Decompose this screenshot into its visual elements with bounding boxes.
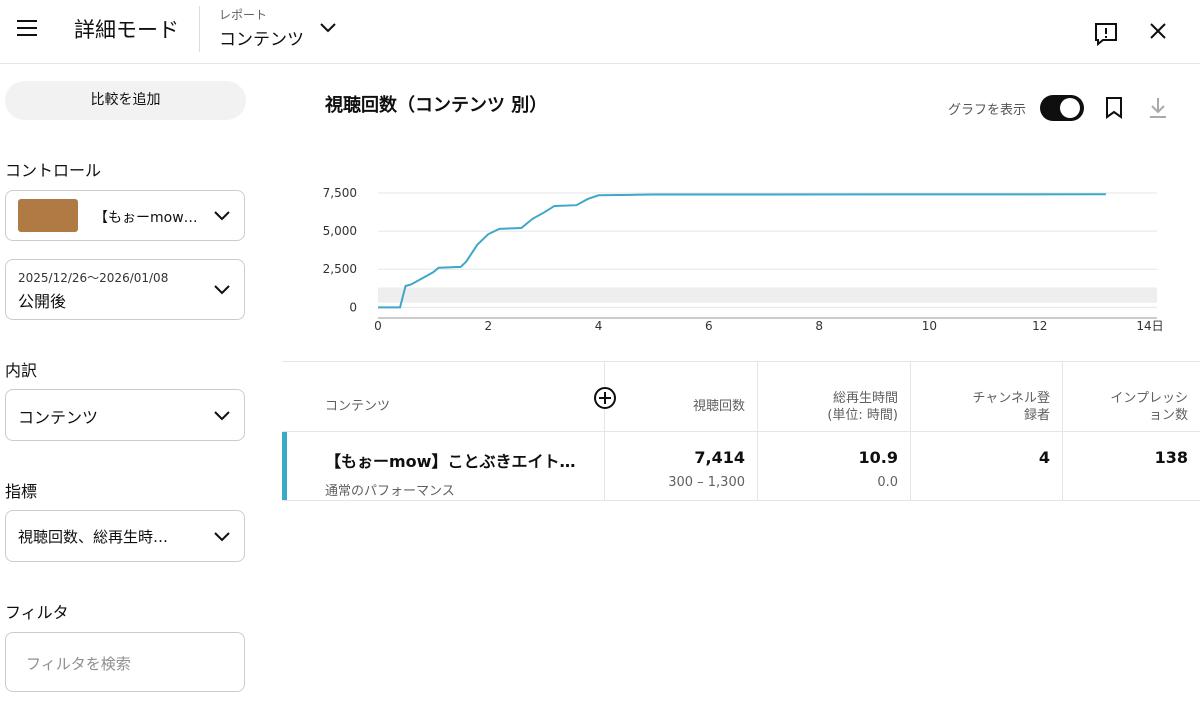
column-header[interactable]: 視聴回数: [692, 399, 745, 414]
y-tick-label: 0: [349, 300, 357, 314]
date-select[interactable]: 2025/12/26〜2026/01/08 公開後: [5, 259, 245, 320]
column-header[interactable]: 総再生時間 (単位: 時間): [827, 391, 898, 423]
header: 詳細モード レポート コンテンツ: [0, 0, 1200, 64]
bookmark-icon[interactable]: [1104, 96, 1124, 120]
normal-range-band: [378, 287, 1157, 303]
toggle-label: グラフを表示: [948, 103, 1027, 118]
metrics-select[interactable]: 視聴回数、総再生時…: [5, 510, 245, 562]
filter-input[interactable]: フィルタを検索: [5, 632, 245, 692]
row-title: 【もぉーmow】ことぶきエイト…: [325, 452, 576, 471]
x-tick-label: 0: [374, 319, 382, 333]
chevron[interactable]: [320, 22, 336, 34]
add-column-icon[interactable]: [593, 386, 617, 410]
thumbnail: [18, 199, 78, 232]
x-tick-label: 10: [922, 319, 937, 333]
chart: 0 2,500 5,000 7,500 0 2 4 6 8 10 12 14日: [323, 186, 1164, 333]
cell: 10.9: [858, 448, 898, 467]
metrics-label: 指標: [5, 482, 38, 501]
header-title: 詳細モード: [74, 18, 179, 42]
x-tick-label: 14日: [1136, 319, 1163, 333]
row-content[interactable]: 【もぉーmow】ことぶきエイト… 通常のパフォーマンス: [282, 432, 604, 500]
filter-placeholder: フィルタを検索: [26, 655, 131, 673]
download-icon[interactable]: [1148, 96, 1168, 120]
y-tick-label: 7,500: [323, 186, 357, 200]
menu-icon[interactable]: [17, 18, 39, 38]
x-tick-label: 4: [595, 319, 603, 333]
column-header[interactable]: チャンネル登 録者: [972, 391, 1050, 423]
breakdown-label: 内訳: [5, 361, 38, 380]
date-preset: 公開後: [18, 292, 67, 311]
compare-button[interactable]: 比較を追加: [5, 81, 246, 120]
close-icon[interactable]: [1149, 22, 1167, 40]
cell: 7,414: [694, 448, 745, 467]
row-color-bar: [282, 432, 287, 500]
x-tick-label: 12: [1032, 319, 1047, 333]
metrics-text: 視聴回数、総再生時…: [18, 528, 169, 546]
report-label: レポート: [219, 8, 268, 22]
y-tick-label: 2,500: [323, 262, 357, 276]
content-select-text: 【もぉーmow…: [94, 210, 198, 226]
subcell: 0.0: [877, 475, 898, 490]
chart-title: 視聴回数（コンテンツ 別）: [325, 95, 548, 116]
column-header[interactable]: インプレッシ ョン数: [1110, 391, 1188, 423]
x-tick-label: 8: [815, 319, 823, 333]
breakdown-text: コンテンツ: [18, 408, 99, 427]
content-select[interactable]: 【もぉーmow…: [5, 190, 245, 241]
date-range: 2025/12/26〜2026/01/08: [18, 271, 169, 285]
feedback-icon[interactable]: [1093, 21, 1119, 47]
report-name[interactable]: コンテンツ: [219, 30, 304, 50]
column-header[interactable]: コンテンツ: [325, 399, 391, 414]
table: コンテンツ 視聴回数 総再生時間 (単位: 時間) チャンネル登 録者 インプレ…: [282, 361, 1200, 501]
x-tick-label: 6: [705, 319, 713, 333]
cell: 138: [1154, 448, 1188, 467]
y-tick-label: 5,000: [323, 224, 357, 238]
cell: 4: [1038, 448, 1050, 467]
breakdown-select[interactable]: コンテンツ: [5, 389, 245, 441]
subcell: 300 – 1,300: [668, 475, 745, 490]
series-line: [378, 193, 1106, 309]
row-subtitle: 通常のパフォーマンス: [325, 484, 455, 499]
graph-toggle[interactable]: [1040, 95, 1084, 121]
filter-label: フィルタ: [5, 603, 69, 622]
x-tick-label: 2: [484, 319, 492, 333]
controls-label: コントロール: [5, 161, 102, 180]
